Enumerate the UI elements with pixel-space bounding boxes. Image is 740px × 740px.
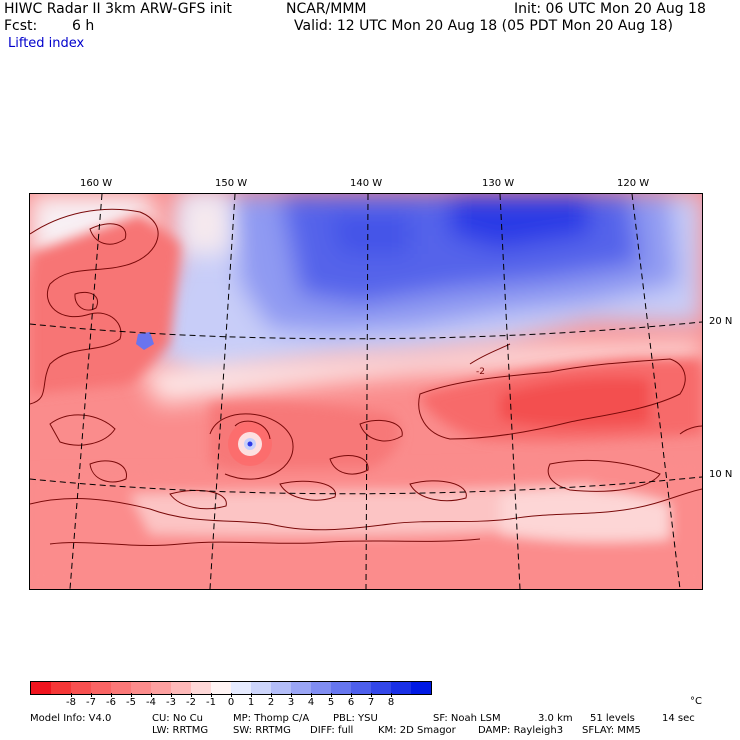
colorbar-label: -1: [206, 697, 216, 708]
organization-label: NCAR/MMM: [286, 1, 367, 17]
init-time: Init: 06 UTC Mon 20 Aug 18: [514, 1, 706, 17]
hurricane-feature: [209, 413, 294, 480]
colorbar-label: 8: [387, 697, 395, 708]
lat-label-20n: 20 N: [709, 316, 733, 327]
footer-km: KM: 2D Smagor: [378, 725, 456, 736]
colorbar-swatch: [31, 682, 51, 694]
colorbar-tick: [111, 693, 112, 697]
stable-region: [150, 194, 702, 379]
colorbar-label: -2: [186, 697, 196, 708]
colorbar-tick: [171, 693, 172, 697]
hawaii-stable-spot: [136, 332, 154, 350]
colorbar-tick: [231, 693, 232, 697]
colorbar-swatch: [371, 682, 391, 694]
footer-pbl: PBL: YSU: [333, 713, 378, 724]
contour-lines: [30, 208, 702, 546]
colorbar-label: 3: [287, 697, 295, 708]
colorbar-tick: [351, 693, 352, 697]
colorbar-swatch: [71, 682, 91, 694]
colorbar-tick: [211, 693, 212, 697]
forecast-label: Fcst:: [4, 18, 38, 34]
colorbar-swatch: [51, 682, 71, 694]
colorbar-tick: [291, 693, 292, 697]
footer-microphysics: MP: Thomp C/A: [233, 713, 310, 724]
colorbar-swatch: [391, 682, 411, 694]
lat-lon-grid: [30, 194, 702, 589]
colorbar-swatch: [231, 682, 251, 694]
colorbar-label: 6: [347, 697, 355, 708]
colorbar-swatch: [211, 682, 231, 694]
colorbar-tick: [191, 693, 192, 697]
colorbar-tick: [131, 693, 132, 697]
colorbar-swatch: [131, 682, 151, 694]
valid-time: Valid: 12 UTC Mon 20 Aug 18 (05 PDT Mon …: [294, 18, 673, 34]
colorbar-swatch: [271, 682, 291, 694]
colorbar-swatch: [251, 682, 271, 694]
colorbar-swatch: [151, 682, 171, 694]
colorbar-swatch: [411, 682, 431, 694]
colorbar-tick: [391, 693, 392, 697]
colorbar-unit: °C: [690, 696, 702, 707]
model-title: HIWC Radar II 3km ARW-GFS init: [4, 1, 232, 17]
contour-value-label: -2: [476, 367, 485, 377]
colorbar-tick: [71, 693, 72, 697]
colorbar-label: -6: [106, 697, 116, 708]
colorbar-tick: [371, 693, 372, 697]
colorbar-label: -4: [146, 697, 156, 708]
footer-shortwave: SW: RRTMG: [233, 725, 291, 736]
colorbar-label: 4: [307, 697, 315, 708]
lat-label-10n: 10 N: [709, 469, 733, 480]
footer-levels: 51 levels: [590, 713, 635, 724]
colorbar-tick: [331, 693, 332, 697]
footer-timestep: 14 sec: [662, 713, 695, 724]
colorbar-label: 5: [327, 697, 335, 708]
colorbar-tick: [151, 693, 152, 697]
lon-label-120w: 120 W: [617, 178, 650, 189]
colorbar-label: -8: [66, 697, 76, 708]
lifted-index-map: -2: [29, 193, 703, 590]
colorbar-label: -7: [86, 697, 96, 708]
lon-label-160w: 160 W: [80, 178, 113, 189]
colorbar-swatch: [171, 682, 191, 694]
colorbar-label: 0: [227, 697, 235, 708]
footer-longwave: LW: RRTMG: [152, 725, 209, 736]
footer-resolution: 3.0 km: [538, 713, 573, 724]
colorbar-swatch: [351, 682, 371, 694]
colorbar-tick: [251, 693, 252, 697]
colorbar-swatch: [291, 682, 311, 694]
lon-label-130w: 130 W: [482, 178, 515, 189]
field-name: Lifted index: [8, 36, 85, 51]
colorbar-tick: [271, 693, 272, 697]
lon-label-140w: 140 W: [350, 178, 383, 189]
colorbar-label: -5: [126, 697, 136, 708]
footer-diffusion: DIFF: full: [310, 725, 354, 736]
colorbar-label: -3: [166, 697, 176, 708]
colorbar-swatch: [311, 682, 331, 694]
lon-label-150w: 150 W: [215, 178, 248, 189]
colorbar-swatch: [331, 682, 351, 694]
footer-sflay: SFLAY: MM5: [582, 725, 641, 736]
footer-damping: DAMP: Rayleigh3: [478, 725, 564, 736]
colorbar-label: 1: [247, 697, 255, 708]
map-canvas: -2: [30, 194, 702, 589]
colorbar-swatch: [111, 682, 131, 694]
colorbar-label: 7: [367, 697, 375, 708]
footer-surface: SF: Noah LSM: [433, 713, 501, 724]
colorbar: [30, 681, 432, 695]
colorbar-tick: [91, 693, 92, 697]
forecast-hour: 6 h: [72, 18, 95, 34]
colorbar-tick: [311, 693, 312, 697]
colorbar-swatch: [191, 682, 211, 694]
footer-cumulus: CU: No Cu: [152, 713, 203, 724]
colorbar-swatch: [91, 682, 111, 694]
colorbar-label: 2: [267, 697, 275, 708]
footer-model-info: Model Info: V4.0: [30, 713, 112, 724]
